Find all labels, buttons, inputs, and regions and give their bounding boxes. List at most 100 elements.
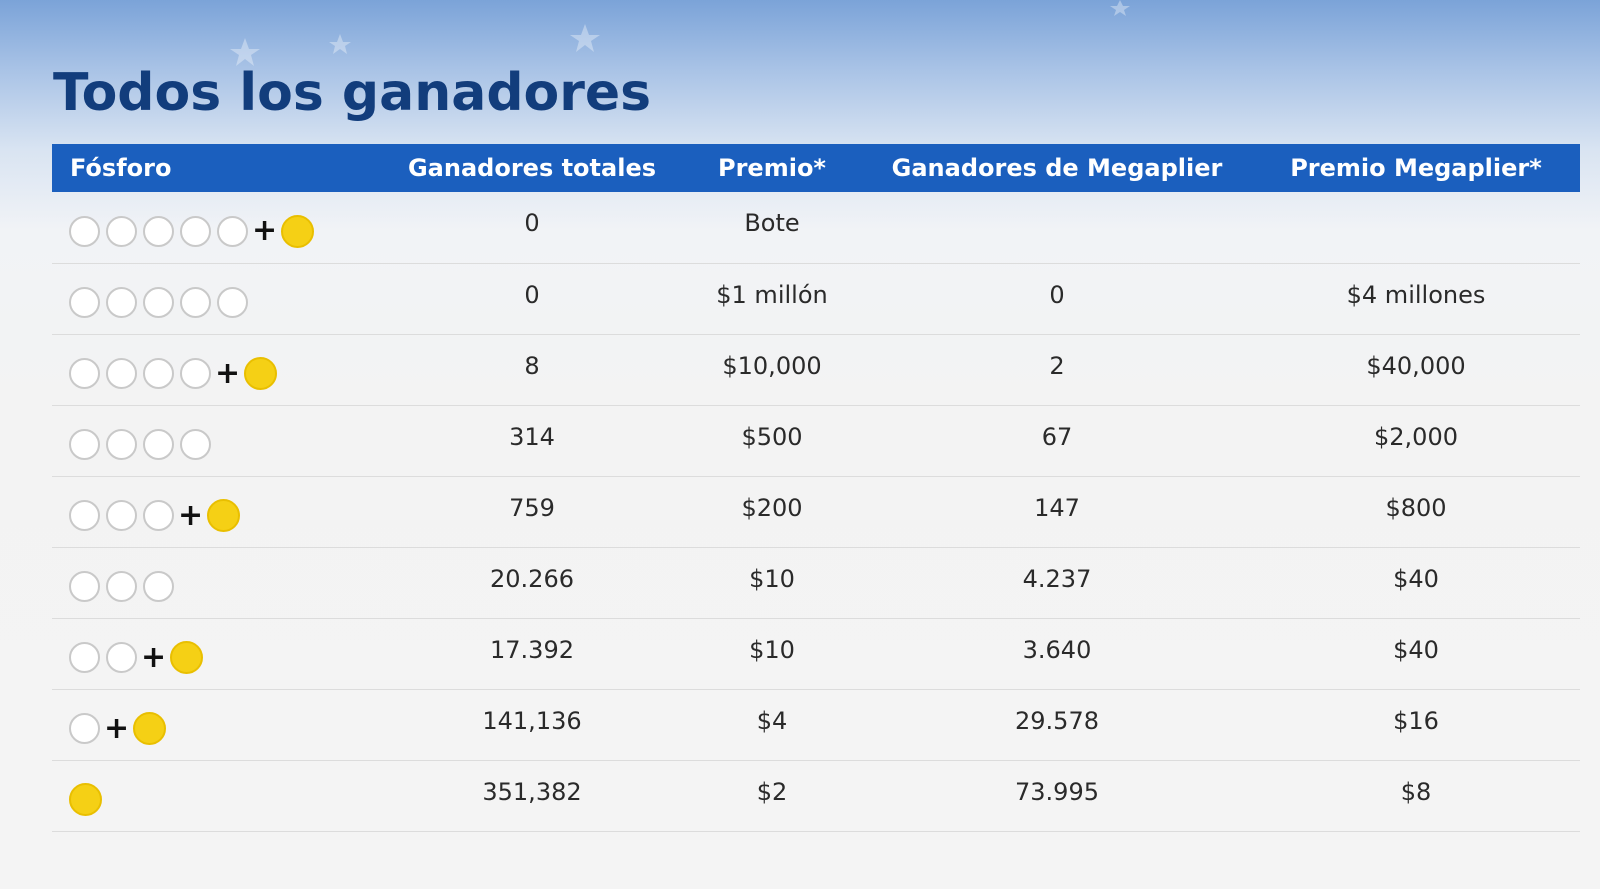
white-ball-icon	[217, 215, 248, 247]
megaplier-prize-cell: $40	[1252, 547, 1580, 618]
total-winners-cell: 141,136	[382, 689, 682, 760]
white-ball-icon	[69, 358, 100, 389]
total-winners-cell: 759	[382, 476, 682, 547]
prize-cell-text: $2	[756, 777, 788, 806]
prize-cell-text: $4	[756, 706, 788, 735]
white-ball-icon	[69, 429, 100, 460]
table-row: +17.392 $10 3.640 $40	[52, 618, 1580, 689]
match-balls: +	[69, 211, 382, 251]
prize-cell-text: $1 millón	[716, 280, 828, 309]
white-ball-icon	[143, 500, 174, 531]
megaplier-winners-cell-text: 4.237	[1022, 564, 1092, 593]
megaplier-prize-cell: $40	[1252, 618, 1580, 689]
megaplier-prize-cell: $4 millones	[1252, 263, 1580, 334]
table-body: +0 Bote 0 $1 millón 0 $4 millones +8 $10,000 2 $4…	[52, 192, 1580, 831]
match-cell: +	[52, 192, 382, 263]
white-ball-icon	[69, 713, 100, 744]
megaplier-winners-cell-text: 0	[1049, 280, 1065, 309]
header-megaplier-winners: Ganadores de Megaplier	[891, 154, 1223, 182]
megaplier-prize-cell-text: $4 millones	[1346, 280, 1486, 309]
prize-cell: $500	[682, 405, 862, 476]
megaplier-prize-cell-text: $800	[1385, 493, 1447, 522]
megaplier-prize-cell: $16	[1252, 689, 1580, 760]
prize-cell: $10	[682, 618, 862, 689]
prize-cell-text: $10	[749, 635, 795, 664]
total-winners-cell-text: 314	[509, 422, 555, 451]
total-winners-cell-text: 20.266	[490, 564, 574, 593]
total-winners-cell: 314	[382, 405, 682, 476]
total-winners-cell-text: 141,136	[482, 706, 582, 735]
white-ball-icon	[106, 571, 137, 602]
megaplier-winners-cell	[862, 192, 1252, 263]
total-winners-cell: 8	[382, 334, 682, 405]
total-winners-cell-text: 0	[524, 280, 540, 309]
match-cell	[52, 405, 382, 476]
white-ball-icon	[143, 571, 174, 602]
white-ball-icon	[106, 287, 137, 318]
table-row: 0 $1 millón 0 $4 millones	[52, 263, 1580, 334]
megaplier-winners-cell-text: 67	[1041, 422, 1073, 451]
megaplier-prize-cell: $800	[1252, 476, 1580, 547]
megaplier-winners-cell-text: 147	[1034, 493, 1080, 522]
white-ball-icon	[106, 429, 137, 460]
plus-icon: +	[178, 497, 204, 533]
plus-icon: +	[215, 355, 241, 391]
match-cell	[52, 263, 382, 334]
megaball-icon	[207, 499, 241, 532]
header-megaplier-prize: Premio Megaplier*	[1290, 154, 1542, 182]
header-prize: Premio*	[718, 154, 826, 182]
match-cell: +	[52, 618, 382, 689]
white-ball-icon	[180, 429, 211, 460]
megaplier-winners-cell: 2	[862, 334, 1252, 405]
page-title: Todos los ganadores	[53, 63, 652, 123]
white-ball-icon	[143, 429, 174, 460]
megaplier-prize-cell-text: $40	[1393, 564, 1439, 593]
total-winners-cell-text: 8	[524, 351, 540, 380]
white-ball-icon	[106, 500, 137, 531]
white-ball-icon	[69, 500, 100, 531]
white-ball-icon	[143, 358, 174, 389]
white-ball-icon	[69, 287, 100, 318]
match-balls	[69, 567, 382, 607]
winners-table: Fósforo Ganadores totales Premio* Ganado…	[52, 144, 1580, 832]
total-winners-cell: 0	[382, 192, 682, 263]
megaplier-winners-cell-text: 73.995	[1015, 777, 1099, 806]
megaplier-prize-cell-text: $8	[1400, 777, 1432, 806]
total-winners-cell-text: 17.392	[490, 635, 574, 664]
header-total-winners: Ganadores totales	[407, 154, 656, 182]
white-ball-icon	[143, 287, 174, 318]
total-winners-cell-text: 0	[524, 209, 540, 238]
prize-cell-text: $200	[741, 493, 803, 522]
white-ball-icon	[180, 287, 211, 318]
megaplier-prize-cell: $40,000	[1252, 334, 1580, 405]
white-ball-icon	[106, 215, 137, 247]
match-balls: +	[69, 354, 382, 394]
megaplier-winners-cell: 67	[862, 405, 1252, 476]
match-balls: +	[69, 709, 382, 749]
table-row: 314 $500 67 $2,000	[52, 405, 1580, 476]
match-cell: +	[52, 689, 382, 760]
white-ball-icon	[106, 358, 137, 389]
match-balls: +	[69, 638, 382, 678]
prize-cell: $10	[682, 547, 862, 618]
white-ball-icon	[69, 642, 100, 673]
megaplier-prize-cell	[1252, 192, 1580, 263]
prize-cell: $1 millón	[682, 263, 862, 334]
megaplier-winners-cell: 3.640	[862, 618, 1252, 689]
white-ball-icon	[106, 642, 137, 673]
megaball-icon	[244, 357, 278, 390]
megaball-icon	[170, 641, 204, 674]
match-cell	[52, 547, 382, 618]
match-balls	[69, 283, 382, 323]
total-winners-cell: 0	[382, 263, 682, 334]
match-balls	[69, 425, 382, 465]
megaball-icon	[69, 783, 102, 816]
table-row: +8 $10,000 2 $40,000	[52, 334, 1580, 405]
megaplier-winners-cell: 73.995	[862, 760, 1252, 831]
prize-cell: Bote	[682, 192, 862, 263]
megaplier-winners-cell: 147	[862, 476, 1252, 547]
prize-cell-text: $10	[749, 564, 795, 593]
prize-cell: $4	[682, 689, 862, 760]
megaplier-winners-cell-text: 2	[1049, 351, 1065, 380]
plus-icon: +	[104, 710, 130, 746]
